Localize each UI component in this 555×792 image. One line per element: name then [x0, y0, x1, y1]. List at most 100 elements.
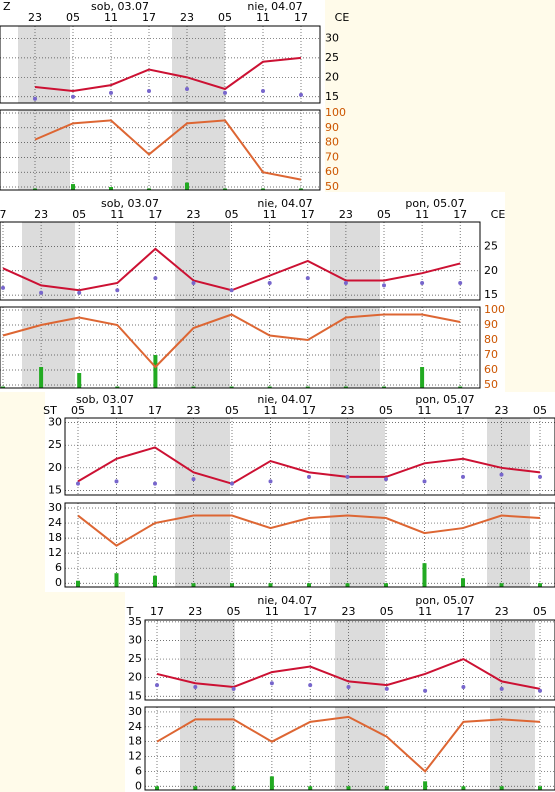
y-tick-label: 35 — [128, 615, 142, 628]
hour-label: 23 — [495, 404, 509, 417]
dew-point-dot — [461, 474, 465, 479]
lower-tick-label: 90 — [325, 121, 339, 134]
y-tick-label: 15 — [128, 689, 142, 702]
night-band — [335, 707, 385, 790]
lower-tick-label: 50 — [484, 378, 498, 391]
night-band — [330, 307, 380, 388]
hour-label: 17 — [150, 605, 164, 618]
dew-point-dot — [267, 280, 272, 285]
precip-bar — [33, 188, 37, 190]
hour-label: 23 — [495, 605, 509, 618]
hour-label: 05 — [72, 208, 86, 221]
precip-bar — [461, 578, 465, 587]
hour-label: 05 — [533, 605, 547, 618]
dew-point-dot — [384, 686, 389, 691]
hour-label: 23 — [180, 11, 194, 24]
panel: sob, 03.07 nie, 04.07 CE Z 23 05 11 17 23 05 11 17 1… — [0, 0, 349, 193]
lower-tick-label: 60 — [325, 165, 339, 178]
night-band — [175, 418, 230, 495]
night-band — [175, 307, 230, 388]
hour-label: 05 — [225, 404, 239, 417]
dew-point-dot — [343, 280, 348, 285]
dew-point-dot — [193, 684, 198, 689]
lower-tick-label: 70 — [484, 348, 498, 361]
hour-label: 23 — [342, 605, 356, 618]
lower-tick-label: 70 — [325, 150, 339, 163]
precip-bar — [538, 583, 542, 587]
day-label: sob, 03.07 — [101, 197, 159, 210]
precip-bar — [261, 188, 265, 190]
y-tick-label: 25 — [128, 652, 142, 665]
hour-label: 11 — [110, 208, 124, 221]
hour-label: 11 — [418, 605, 432, 618]
precip-bar — [382, 386, 386, 388]
day-label: sob, 03.07 — [91, 0, 149, 13]
day-label: nie, 04.07 — [257, 393, 312, 406]
hour-label: 7 — [0, 208, 7, 221]
panel-background — [0, 192, 505, 392]
hour-label: 17 — [303, 605, 317, 618]
hour-label: 11 — [415, 208, 429, 221]
day-label: pon, 05.07 — [415, 393, 474, 406]
dew-point-dot — [499, 472, 504, 477]
dew-point-dot — [153, 276, 158, 281]
lower-tick-label: 0 — [135, 779, 142, 792]
hour-label: 11 — [418, 404, 432, 417]
y-tick-label: 15 — [484, 288, 498, 301]
panel: sob, 03.07 nie, 04.07 pon, 05.07 CE 7 23 05 11 1… — [0, 192, 505, 392]
hour-label: 05 — [377, 208, 391, 221]
series-line — [2, 313, 461, 369]
lower-tick-label: 18 — [48, 531, 62, 544]
corner-label: Z — [3, 0, 11, 13]
precip-bar — [153, 575, 157, 587]
precip-bar — [223, 188, 227, 190]
hour-label: 05 — [379, 404, 393, 417]
precip-bar — [269, 776, 274, 790]
hour-label: 23 — [188, 605, 202, 618]
dew-point-dot — [422, 479, 427, 484]
dew-point-dot — [499, 686, 504, 691]
dew-point-dot — [185, 87, 189, 91]
dew-point-dot — [1, 285, 5, 290]
hour-label: 23 — [28, 11, 42, 24]
precip-bar — [77, 373, 82, 388]
precip-bar — [191, 386, 196, 388]
precip-bar — [76, 580, 80, 587]
dew-point-dot — [76, 481, 80, 486]
dew-point-dot — [308, 683, 313, 688]
precip-bar — [231, 786, 236, 790]
plot-frame — [0, 306, 481, 389]
dew-point-dot — [269, 681, 274, 686]
precip-bar — [185, 182, 189, 190]
hour-label: 11 — [256, 11, 270, 24]
dew-point-dot — [71, 94, 75, 99]
lower-tick-label: 60 — [484, 363, 498, 376]
night-band — [18, 26, 70, 103]
precip-bar — [299, 188, 303, 190]
dew-point-dot — [307, 474, 311, 479]
hour-label: 17 — [456, 605, 470, 618]
day-label: pon, 05.07 — [415, 594, 474, 607]
dew-point-dot — [461, 684, 466, 689]
y-tick-label: 15 — [48, 483, 62, 496]
hour-label: 11 — [265, 605, 279, 618]
dew-point-dot — [114, 479, 119, 484]
precip-bar — [230, 583, 234, 587]
lower-tick-label: 100 — [325, 106, 346, 119]
precip-bar — [499, 583, 504, 587]
precip-bar — [499, 786, 504, 790]
dew-point-dot — [305, 276, 310, 281]
lower-tick-label: 0 — [55, 576, 62, 589]
dew-point-dot — [229, 288, 234, 293]
precip-bar — [346, 786, 351, 790]
dew-point-dot — [268, 479, 273, 484]
hour-label: 23 — [187, 208, 201, 221]
precip-bar — [155, 786, 159, 790]
precip-bar — [343, 386, 348, 388]
hour-label: 17 — [302, 404, 316, 417]
series-line — [156, 657, 541, 690]
day-label: nie, 04.07 — [247, 0, 302, 13]
precip-bar — [191, 583, 196, 587]
night-band — [180, 620, 235, 700]
